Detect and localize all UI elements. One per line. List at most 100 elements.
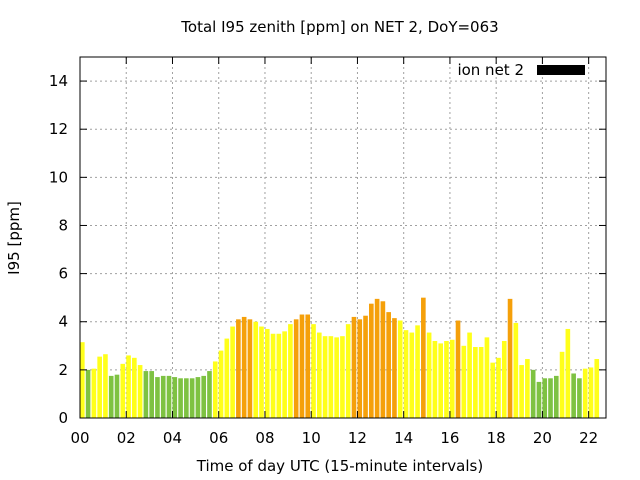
bar (120, 363, 126, 418)
bar (559, 351, 565, 418)
bar (108, 375, 114, 418)
x-tick-label: 18 (487, 429, 506, 447)
y-tick-label: 14 (49, 72, 68, 90)
bar (207, 371, 212, 418)
x-tick-label: 02 (117, 429, 136, 447)
bar (484, 337, 490, 418)
bar (501, 340, 507, 418)
bar (542, 378, 548, 418)
bar (588, 367, 594, 418)
bar (212, 361, 218, 418)
bar (155, 377, 160, 418)
bar (91, 368, 97, 418)
bar (195, 377, 201, 418)
bar (530, 369, 536, 418)
bar (224, 338, 230, 418)
bar (478, 347, 484, 418)
bar (172, 377, 178, 418)
y-tick-label: 12 (49, 120, 68, 138)
bar (345, 324, 351, 418)
y-tick-label: 6 (58, 265, 68, 283)
bar (403, 330, 409, 418)
bar (507, 298, 513, 418)
chart-title: Total I95 zenith [ppm] on NET 2, DoY=063 (180, 18, 498, 36)
bar (97, 356, 102, 418)
bar (594, 359, 600, 418)
bar (178, 378, 183, 418)
bar (241, 316, 247, 418)
y-tick-label: 4 (58, 313, 68, 331)
bar (536, 381, 542, 418)
bar (328, 336, 334, 418)
bar (513, 322, 519, 418)
bar (473, 347, 478, 418)
bar (103, 354, 108, 418)
bar (548, 378, 553, 418)
bar (334, 337, 339, 418)
bar (311, 324, 316, 418)
bar (496, 357, 501, 418)
bar (455, 320, 461, 418)
bar (386, 312, 391, 418)
bar (351, 316, 357, 418)
bar (553, 375, 559, 418)
bar (577, 378, 582, 418)
bar (409, 332, 415, 418)
bar (380, 301, 386, 418)
plot-frame (79, 56, 607, 419)
bar (374, 298, 380, 418)
bar (270, 333, 276, 418)
bar (525, 359, 530, 418)
bars (80, 297, 600, 418)
y-tick-label: 10 (49, 168, 68, 186)
legend-swatch (537, 65, 585, 75)
x-tick-label: 10 (302, 429, 321, 447)
bar (363, 315, 368, 418)
bar (189, 378, 195, 418)
bar (132, 357, 137, 418)
bar (236, 319, 241, 418)
bar (160, 375, 166, 418)
bar (288, 324, 293, 418)
y-axis-label: I95 [ppm] (5, 201, 23, 275)
x-axis-label: Time of day UTC (15-minute intervals) (196, 457, 483, 475)
bar (293, 319, 299, 418)
bar (137, 365, 143, 418)
x-tick-label: 12 (348, 429, 367, 447)
x-tick-label: 14 (394, 429, 413, 447)
bar (299, 314, 305, 418)
bar (415, 325, 420, 418)
x-tick-label: 00 (70, 429, 89, 447)
bar (276, 333, 282, 418)
bar (565, 328, 571, 418)
x-tick-label: 20 (533, 429, 552, 447)
bar (369, 303, 374, 418)
bar (432, 340, 438, 418)
bar (85, 369, 91, 418)
legend: ion net 2 (457, 61, 585, 79)
bar (426, 332, 432, 418)
x-tick-label: 16 (440, 429, 459, 447)
bar (357, 319, 363, 418)
bar (305, 314, 311, 418)
bar (449, 339, 455, 418)
bar (467, 332, 472, 418)
bar (80, 342, 85, 418)
x-tick-label: 06 (209, 429, 228, 447)
bar (259, 326, 264, 418)
legend-label: ion net 2 (457, 61, 524, 79)
bar (230, 326, 235, 418)
bar (114, 374, 120, 418)
bar (282, 331, 287, 418)
x-tick-label: 08 (255, 429, 274, 447)
bar (340, 336, 345, 418)
x-tick-label: 04 (163, 429, 182, 447)
bar (444, 340, 449, 418)
bar (149, 371, 154, 418)
bar (126, 355, 131, 418)
bar (253, 321, 259, 418)
x-tick-label: 22 (579, 429, 598, 447)
bar (519, 365, 524, 418)
